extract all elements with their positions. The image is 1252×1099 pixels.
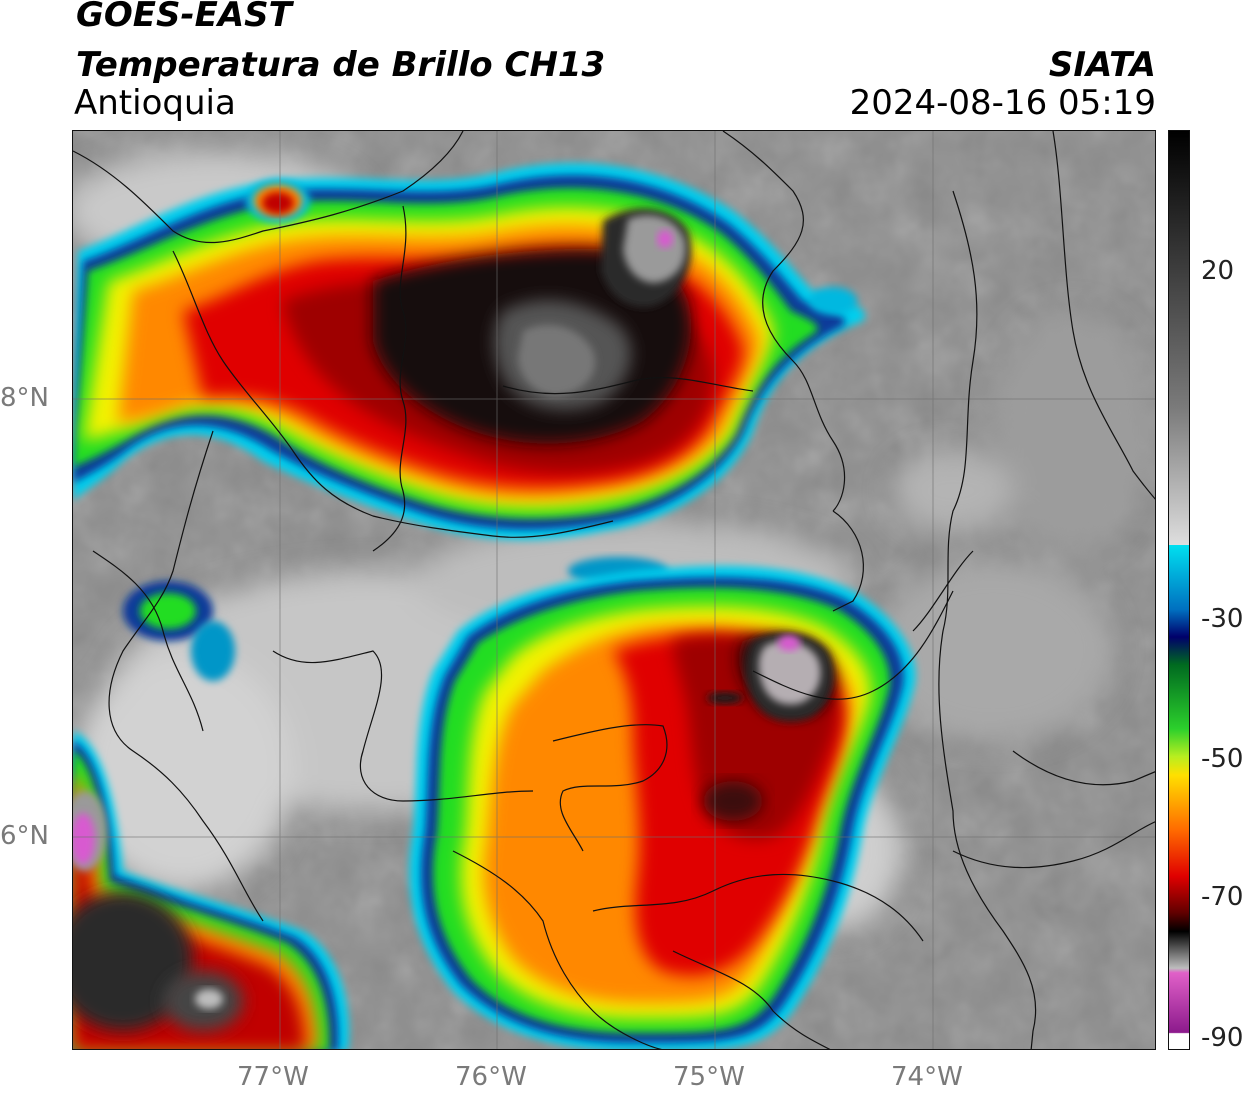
lon-label-74w: 74°W	[891, 1062, 963, 1092]
satellite-map	[72, 130, 1156, 1050]
colorbar-tick-minus90: -90	[1201, 1023, 1244, 1053]
datetime-label: 2024-08-16 05:19	[849, 83, 1156, 123]
lon-label-76w: 76°W	[455, 1062, 527, 1092]
lon-label-75w: 75°W	[673, 1062, 745, 1092]
gridlines	[73, 131, 1155, 1049]
political-boundaries	[73, 131, 1155, 1049]
temperature-colorbar	[1168, 130, 1190, 1050]
product-title: Temperatura de Brillo CH13	[76, 45, 606, 85]
north-storm	[73, 163, 865, 681]
colorbar-gradient	[1169, 131, 1189, 1049]
lon-label-77w: 77°W	[237, 1062, 309, 1092]
agency-label: SIATA	[1048, 45, 1156, 85]
satellite-title: GOES-EAST	[76, 0, 292, 35]
lat-label-6n: 6°N	[0, 821, 49, 851]
colorbar-tick-minus50: -50	[1201, 744, 1244, 774]
colorbar-tick-20: 20	[1201, 256, 1235, 286]
lat-label-8n: 8°N	[0, 383, 49, 413]
south-storm	[409, 565, 916, 1049]
colorbar-svg	[1169, 131, 1189, 1049]
region-title: Antioquia	[74, 83, 236, 123]
colorbar-tick-minus70: -70	[1201, 882, 1244, 912]
map-svg	[73, 131, 1155, 1049]
colorbar-tick-minus30: -30	[1201, 604, 1244, 634]
